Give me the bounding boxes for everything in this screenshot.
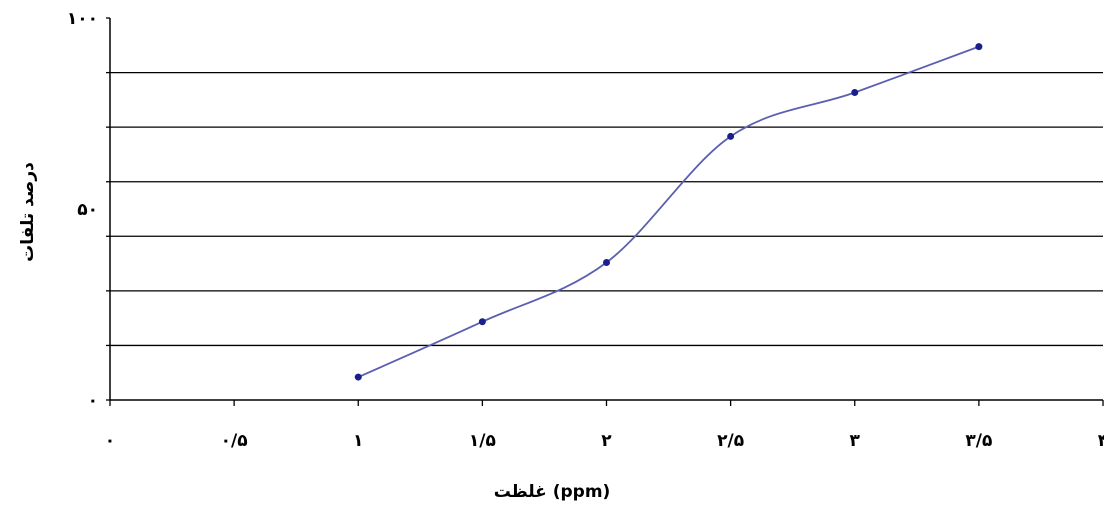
data-point-5 [975,43,983,51]
x-tick-label-2: ۱ [353,431,363,451]
y-tick-label-2: ۱۰۰ [67,9,98,29]
x-tick-label-5: ۲/۵ [717,431,744,451]
x-tick-label-1: ۰/۵ [221,431,248,451]
series-layer [354,43,983,381]
gridlines [110,71,1103,347]
y-tick-label-1: ۵۰ [77,200,98,220]
x-tick-labels: ۰ ۰/۵ ۱ ۱/۵ ۲ ۲/۵ ۳ ۳/۵ ۴ [105,431,1104,451]
data-point-1 [478,318,486,326]
x-tick-label-3: ۱/۵ [469,431,496,451]
x-tick-label-7: ۳/۵ [965,431,992,451]
data-point-4 [851,88,859,96]
y-axis-title: درصد تلفات [18,162,38,262]
series-line-0 [357,45,980,378]
x-tick-label-0: ۰ [105,431,115,451]
data-point-2 [603,258,610,266]
data-point-3 [727,132,735,140]
x-tick-label-8: ۴ [1098,431,1104,451]
y-tick-label-0: ۰ [88,391,98,411]
data-point-0 [354,373,362,381]
y-tick-labels: ۰ ۵۰ ۱۰۰ [67,9,98,411]
axes [106,17,1104,406]
x-tick-label-4: ۲ [601,431,612,451]
x-tick-label-6: ۳ [850,431,861,451]
x-axis-title: غلظت (ppm) [494,482,611,502]
